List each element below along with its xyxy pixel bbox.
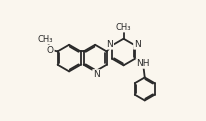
Text: O: O bbox=[47, 46, 54, 55]
Text: N: N bbox=[107, 40, 113, 49]
Text: CH₃: CH₃ bbox=[37, 35, 53, 44]
Text: NH: NH bbox=[136, 59, 150, 68]
Text: N: N bbox=[93, 70, 100, 79]
Text: N: N bbox=[134, 40, 141, 49]
Text: CH₃: CH₃ bbox=[116, 23, 131, 32]
